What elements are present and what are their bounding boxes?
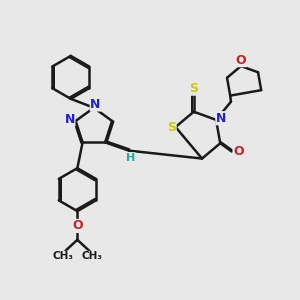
Text: H: H xyxy=(126,153,135,163)
Text: N: N xyxy=(64,113,75,126)
Text: CH₃: CH₃ xyxy=(81,251,102,261)
Text: O: O xyxy=(72,220,83,232)
Text: N: N xyxy=(216,112,226,125)
Text: O: O xyxy=(236,54,246,67)
Text: O: O xyxy=(233,145,244,158)
Text: CH₃: CH₃ xyxy=(52,251,74,261)
Text: S: S xyxy=(189,82,198,95)
Text: N: N xyxy=(90,98,101,111)
Text: S: S xyxy=(167,121,176,134)
